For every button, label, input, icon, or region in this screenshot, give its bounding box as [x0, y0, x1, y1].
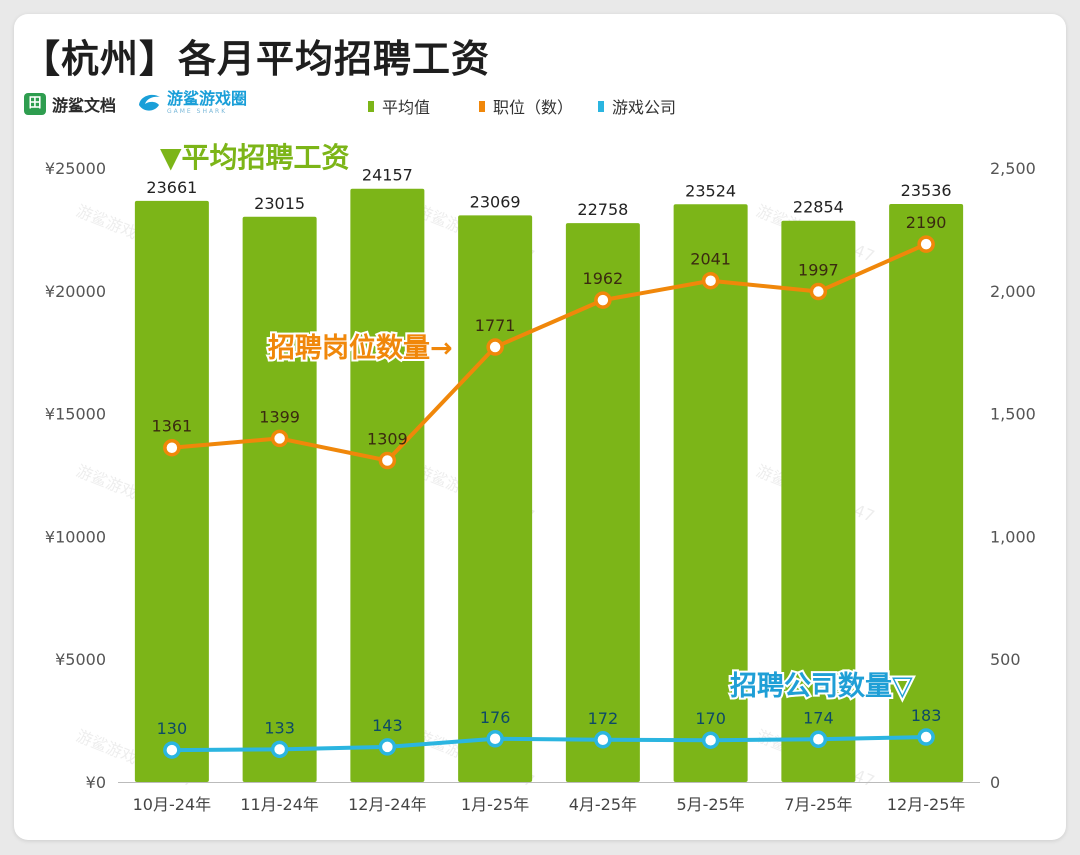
companies-value-label: 172	[588, 709, 619, 728]
y-right-tick-label: 1,500	[990, 405, 1036, 424]
brand-logo-youshawendang: 田 游鲨文档	[24, 92, 116, 116]
y-left-tick-label: ¥5000	[55, 650, 106, 669]
bar-value-label: 23536	[901, 181, 952, 200]
shark-swirl-icon	[139, 94, 160, 111]
y-right-tick-label: 500	[990, 650, 1021, 669]
companies-value-label: 170	[695, 709, 726, 728]
grid-icon: 田	[24, 93, 46, 115]
companies-point	[270, 740, 289, 759]
bar-value-label: 23069	[470, 192, 521, 211]
y-left-tick-label: ¥25000	[45, 159, 106, 178]
y-right-tick-label: 2,000	[990, 282, 1036, 301]
legend-swatch-companies	[598, 100, 604, 112]
x-tick-label: 1月-25年	[461, 795, 529, 814]
legend-item-companies: 游戏公司	[598, 94, 676, 118]
bar-value-label: 22854	[793, 198, 844, 217]
y-right-tick-label: 2,500	[990, 159, 1036, 178]
brand2-sub: GAME SHARK	[167, 108, 228, 115]
bar-value-label: 23661	[146, 178, 197, 197]
bar	[350, 188, 425, 782]
companies-point	[594, 731, 612, 749]
jobs-value-label: 2041	[690, 250, 731, 269]
companies-value-label: 143	[372, 716, 403, 735]
x-tick-label: 12月-24年	[348, 795, 427, 814]
companies-point	[378, 738, 397, 756]
companies-line	[171, 735, 927, 753]
legend-label-companies: 游戏公司	[612, 98, 677, 117]
annotation-companies: 招聘公司数量▽	[730, 671, 913, 702]
chart-title: 【杭州】各月平均招聘工资	[22, 37, 491, 81]
bar	[242, 216, 317, 783]
x-tick-label: 12月-25年	[887, 795, 966, 814]
x-tick-label: 10月-24年	[133, 795, 212, 814]
bar	[673, 204, 748, 783]
bar	[458, 215, 533, 782]
bar-value-label: 22758	[577, 200, 628, 219]
companies-value-label: 130	[157, 719, 188, 738]
companies-value-label: 133	[264, 718, 295, 737]
y-right-tick-label: 1,000	[990, 527, 1036, 546]
legend-swatch-jobs	[479, 100, 485, 112]
jobs-value-label: 2190	[906, 213, 947, 232]
legend-label-jobs: 职位（数）	[493, 98, 574, 117]
y-left-tick-label: ¥15000	[45, 405, 106, 424]
legend-item-avg: 平均值	[368, 94, 430, 118]
bar	[781, 220, 856, 783]
bar-value-label: 23015	[254, 194, 305, 213]
jobs-point	[270, 429, 289, 448]
companies-value-label: 176	[480, 708, 511, 727]
x-tick-label: 7月-25年	[784, 795, 852, 814]
x-tick-label: 5月-25年	[676, 795, 744, 814]
y-left-tick-label: ¥10000	[45, 527, 106, 546]
companies-point	[809, 730, 828, 749]
x-tick-label: 11月-24年	[240, 795, 319, 814]
jobs-value-label: 1309	[367, 430, 408, 449]
brand2-name: 游鲨游戏圈	[167, 89, 248, 108]
legend-swatch-avg	[368, 100, 374, 112]
jobs-point	[163, 438, 181, 457]
companies-point	[486, 730, 504, 748]
brand1-name: 游鲨文档	[52, 96, 117, 115]
jobs-point	[594, 291, 612, 309]
bar	[889, 203, 964, 783]
companies-point	[917, 728, 935, 746]
legend-label-avg: 平均值	[382, 98, 431, 117]
companies-point	[163, 741, 181, 759]
jobs-point	[917, 235, 935, 253]
jobs-value-label: 1771	[475, 316, 516, 335]
jobs-value-label: 1399	[259, 407, 300, 426]
bar	[134, 200, 209, 782]
y-left-tick-label: ¥20000	[45, 282, 106, 301]
jobs-point	[701, 271, 720, 290]
jobs-point	[378, 451, 397, 470]
companies-value-label: 183	[911, 706, 942, 725]
jobs-value-label: 1997	[798, 261, 839, 280]
bar	[565, 223, 640, 782]
brand-logo-youshayouxiquan: 游鲨游戏圈 GAME SHARK	[135, 88, 247, 118]
jobs-value-label: 1962	[583, 269, 624, 288]
y-right-tick-label: 0	[990, 773, 1000, 792]
companies-value-label: 174	[803, 708, 834, 727]
annotation-jobs: 招聘岗位数量→	[268, 332, 453, 364]
bar-value-label: 23524	[685, 181, 736, 200]
jobs-value-label: 1361	[152, 417, 193, 436]
jobs-point	[486, 338, 504, 356]
legend-item-jobs: 职位（数）	[479, 94, 573, 118]
companies-point	[701, 731, 720, 749]
x-tick-label: 4月-25年	[569, 795, 637, 814]
bar-value-label: 24157	[362, 166, 413, 185]
jobs-point	[809, 282, 828, 301]
annotation-salary: ▼平均招聘工资	[160, 141, 350, 174]
jobs-line	[171, 242, 927, 463]
y-left-tick-label: ¥0	[86, 773, 106, 792]
